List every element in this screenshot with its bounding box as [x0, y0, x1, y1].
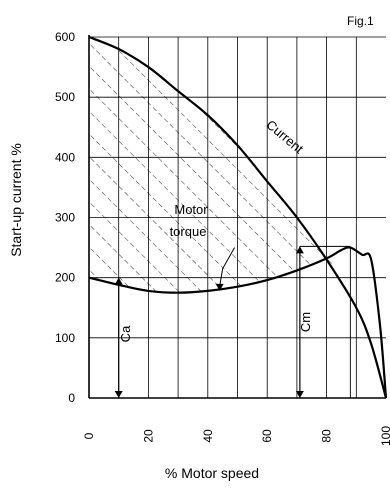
x-tick-label: 20 [141, 429, 155, 443]
annotation-torque: torque [170, 224, 207, 239]
arrows [114, 245, 351, 398]
y-tick-labels: 0 100 200 300 400 500 600 [55, 30, 75, 405]
y-tick-label: 300 [55, 211, 75, 225]
x-tick-label: 100 [379, 426, 390, 446]
series-line-current [88, 35, 388, 399]
y-tick-label: 600 [55, 30, 75, 44]
x-tick-label: 80 [320, 429, 334, 443]
y-tick-label: 0 [68, 391, 75, 405]
y-tick-label: 200 [55, 271, 75, 285]
x-tick-labels: 0 20 40 60 80 100 [82, 426, 390, 446]
arrow-head [114, 391, 123, 398]
y-tick-label: 400 [55, 150, 75, 164]
x-tick-label: 40 [201, 429, 215, 443]
torque-pointer [219, 247, 235, 287]
arrow-head [215, 283, 224, 291]
y-tick-label: 500 [55, 90, 75, 104]
annotation-cm: Cm [298, 312, 313, 332]
x-tick-label: 60 [260, 429, 274, 443]
series-line-motor-torque [88, 246, 388, 399]
series-lines [88, 35, 388, 399]
arrow-head [295, 391, 304, 398]
y-tick-label: 100 [55, 331, 75, 345]
x-tick-label: 0 [82, 432, 96, 439]
x-axis-title: % Motor speed [165, 465, 259, 481]
arrow-head [114, 277, 123, 285]
hatched-area [89, 37, 333, 293]
y-axis-title: Start-up current % [8, 143, 24, 257]
axes [88, 35, 386, 399]
annotation-current: Current [263, 117, 306, 157]
arrow-head [295, 246, 304, 254]
annotation-motor: Motor [174, 202, 208, 217]
figure-label: Fig.1 [347, 14, 374, 28]
annotation-ca: Ca [118, 325, 133, 342]
